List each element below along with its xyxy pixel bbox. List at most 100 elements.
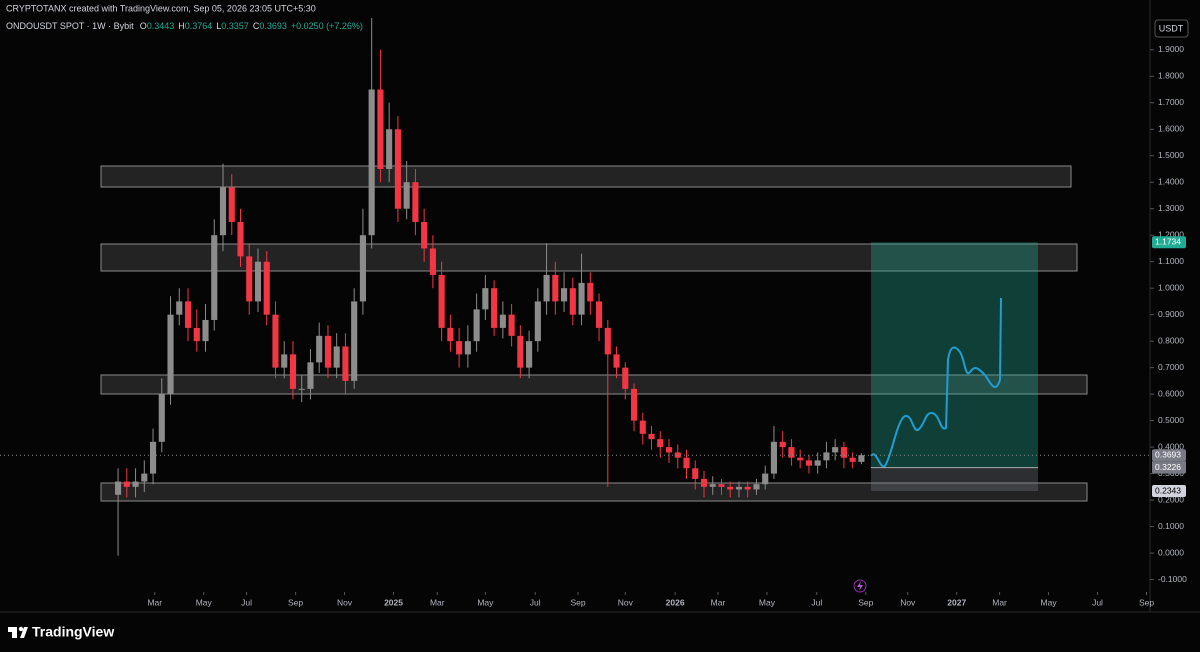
y-tick-label: 1.3000: [1158, 203, 1184, 213]
candle-body: [219, 187, 227, 236]
candle-body: [359, 235, 366, 302]
candle-body: [115, 481, 122, 495]
candle-body: [473, 309, 480, 342]
candle-body: [700, 478, 708, 487]
brand: TradingView: [32, 624, 114, 640]
header: CRYPTOTANX created with TradingView.com,…: [6, 3, 316, 13]
candle-body: [272, 314, 279, 368]
candle-body: [211, 235, 218, 320]
candle-body: [814, 460, 821, 466]
x-tick-label: Nov: [618, 597, 634, 607]
stop-zone: [871, 467, 1038, 492]
candle-body: [342, 346, 349, 381]
y-tick-label: 0.6000: [1158, 388, 1184, 398]
candle-body: [421, 221, 428, 249]
candle-body: [517, 335, 524, 368]
candle-body: [788, 447, 795, 458]
candle-body: [482, 288, 489, 310]
x-tick-label: Mar: [992, 597, 1007, 607]
candle-body: [377, 89, 384, 169]
candle-body: [316, 335, 323, 363]
candle-body: [289, 354, 297, 389]
y-tick-label: 1.9000: [1158, 44, 1184, 54]
zone: [100, 243, 1078, 272]
x-tick-label: Jul: [811, 597, 822, 607]
candle-body: [709, 484, 716, 487]
candle-body: [429, 248, 436, 275]
y-tick-label: 1.8000: [1158, 71, 1184, 81]
legend-part: 0.3443: [147, 21, 175, 31]
x-tick-label: Sep: [858, 597, 873, 607]
candle-body: [491, 288, 498, 328]
currency: USDT: [1159, 23, 1184, 33]
x-tick-label: 2027: [947, 597, 966, 607]
candle-body: [237, 221, 244, 257]
candle-body: [665, 447, 673, 453]
price-tag-label: 0.3693: [1155, 449, 1181, 459]
candle-body: [770, 441, 778, 474]
currency-box[interactable]: [1154, 19, 1189, 38]
zone: [100, 482, 1088, 502]
candle-body: [561, 288, 568, 302]
x-tick-label: Sep: [288, 597, 303, 607]
candle-body: [639, 420, 646, 434]
candle-body: [324, 335, 332, 368]
candle-body: [464, 341, 471, 355]
y-tick-label: 0.7000: [1158, 362, 1184, 372]
legend-part: 0.3764: [185, 21, 213, 31]
candle-body: [167, 314, 174, 395]
y-tick-label: 1.2000: [1158, 229, 1184, 239]
candle-body: [657, 439, 664, 448]
candle-body: [141, 473, 148, 482]
y-tick-label: 0.8000: [1158, 335, 1184, 345]
legend-part: 0.3693: [259, 21, 287, 31]
candle-body: [307, 362, 314, 389]
price-tag: [1152, 485, 1186, 498]
candle-body: [394, 129, 401, 209]
candle-body: [123, 481, 130, 487]
y-tick-label: 1.5000: [1158, 150, 1184, 160]
x-tick-label: Jul: [1092, 597, 1103, 607]
y-tick-label: 1.7000: [1158, 97, 1184, 107]
candle-body: [499, 314, 506, 328]
candle-body: [246, 256, 253, 302]
legend-part: H: [178, 21, 185, 31]
candle-body: [526, 341, 533, 368]
event-icon: [853, 579, 867, 593]
candle-body: [447, 327, 454, 342]
legend-part: C: [253, 21, 260, 31]
candle-body: [753, 484, 760, 490]
legend-part: ONDOUSDT SPOT · 1W · Bybit: [6, 21, 134, 31]
price-tag-label: 0.2343: [1155, 485, 1181, 495]
candle-body: [674, 452, 681, 458]
x-tick-label: Sep: [1139, 597, 1154, 607]
candle-body: [132, 481, 139, 487]
y-tick-label: 0.5000: [1158, 415, 1184, 425]
y-tick-label: 0.0000: [1158, 547, 1184, 557]
y-tick-label: 1.4000: [1158, 176, 1184, 186]
price-tag-label: 1.1734: [1155, 236, 1181, 246]
candle-body: [735, 486, 743, 490]
candle-body: [840, 447, 847, 458]
candle-body: [456, 341, 463, 355]
candle-body: [823, 452, 830, 461]
logo: [8, 626, 28, 638]
candle-body: [683, 457, 690, 469]
candle-body: [543, 274, 550, 302]
candle-body: [508, 314, 515, 336]
price-tag: [1152, 236, 1186, 249]
candle-body: [202, 319, 209, 342]
x-tick-label: Sep: [570, 597, 585, 607]
candle-body: [254, 261, 262, 302]
candles: [115, 18, 865, 556]
candle-body: [386, 129, 393, 169]
candle-body: [595, 301, 603, 328]
candle-body: [228, 187, 235, 222]
candle-body: [578, 282, 585, 315]
zone: [100, 165, 1072, 188]
x-tick-label: Nov: [900, 597, 916, 607]
candle-body: [692, 468, 699, 479]
y-tick-label: 0.2000: [1158, 494, 1184, 504]
x-tick-label: Mar: [147, 597, 162, 607]
